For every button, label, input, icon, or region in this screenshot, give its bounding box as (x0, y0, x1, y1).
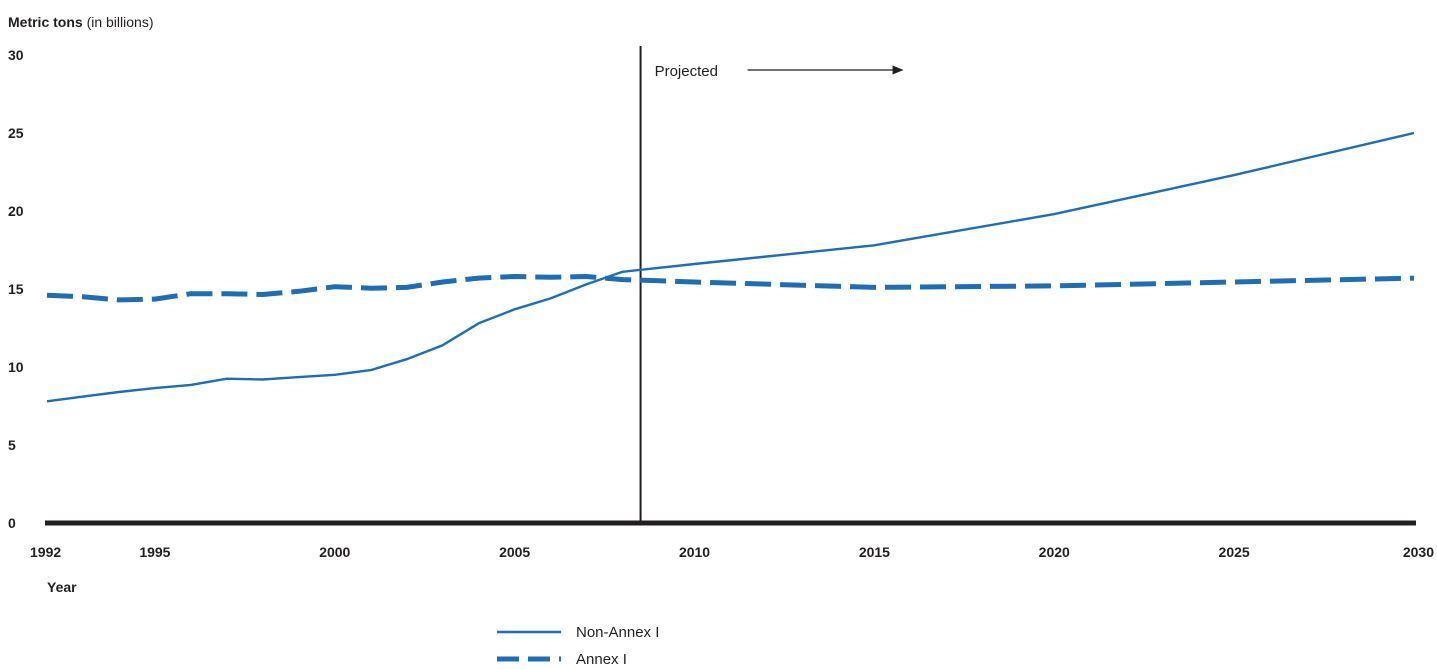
y-axis-label: Metric tons (in billions) (8, 14, 154, 30)
y-tick-label: 5 (8, 437, 16, 453)
y-axis-label-unit: (in billions) (83, 14, 154, 30)
x-tick-label: 2030 (1403, 544, 1434, 560)
x-tick-label: 2000 (319, 544, 350, 560)
x-tick-labels: 1992 1995 2000 2005 2010 2015 2020 2025 2030 (30, 544, 1434, 560)
y-tick-label: 10 (8, 359, 24, 375)
legend-label: Annex I (576, 651, 627, 668)
y-tick-label: 25 (8, 125, 24, 141)
y-tick-label: 0 (8, 515, 16, 531)
y-tick-label: 15 (8, 281, 24, 297)
legend-label: Non-Annex I (576, 624, 659, 641)
y-tick-label: 20 (8, 203, 24, 219)
x-tick-label: 2020 (1039, 544, 1070, 560)
x-tick-label: 2010 (679, 544, 710, 560)
x-tick-label: 2015 (859, 544, 890, 560)
x-tick-label: 2005 (499, 544, 530, 560)
series-line-annex-i (46, 274, 1415, 303)
legend: Non-Annex I Annex I (497, 624, 659, 668)
projected-annotation: Projected (655, 63, 718, 80)
x-tick-label: 1995 (139, 544, 170, 560)
y-tick-labels: 0 5 10 15 20 25 30 (8, 47, 24, 531)
series-lines (46, 131, 1415, 403)
x-axis-label: Year (47, 579, 77, 595)
x-tick-label: 2025 (1219, 544, 1250, 560)
series-line-non-annex-i (46, 131, 1415, 403)
x-tick-label: 1992 (30, 544, 61, 560)
projected-arrow-icon (747, 65, 904, 75)
y-tick-label: 30 (8, 47, 24, 63)
y-axis-label-bold: Metric tons (8, 14, 83, 30)
